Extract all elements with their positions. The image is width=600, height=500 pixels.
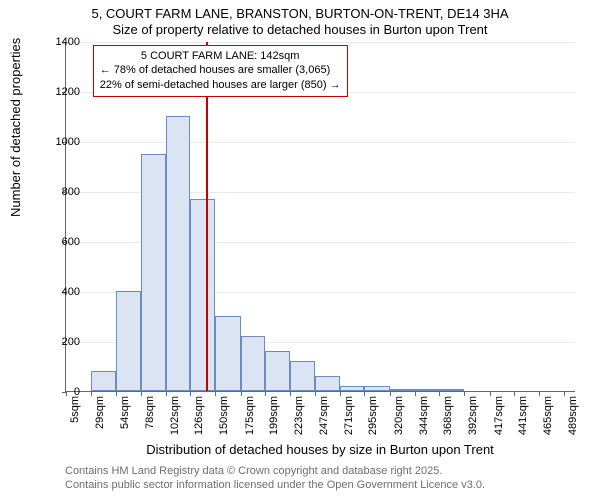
xtick-label: 54sqm <box>119 396 131 429</box>
xtick-mark <box>141 392 142 396</box>
histogram-bar <box>241 336 266 391</box>
histogram-bar <box>166 116 191 391</box>
xtick-mark <box>340 392 341 396</box>
xtick-mark <box>564 392 565 396</box>
ytick-label: 200 <box>40 336 80 348</box>
histogram-bar <box>390 389 415 392</box>
xtick-mark <box>265 392 266 396</box>
xtick-label: 489sqm <box>567 396 579 435</box>
chart-title-subtitle: Size of property relative to detached ho… <box>0 22 600 37</box>
x-axis-label: Distribution of detached houses by size … <box>65 442 575 457</box>
plot-area: 5 COURT FARM LANE: 142sqm← 78% of detach… <box>65 42 575 392</box>
annotation-line-3: 22% of semi-detached houses are larger (… <box>100 78 341 93</box>
xtick-mark <box>364 392 365 396</box>
histogram-bar <box>415 389 440 392</box>
histogram-bar <box>116 291 141 391</box>
xtick-mark <box>215 392 216 396</box>
histogram-bar <box>215 316 241 391</box>
histogram-bar <box>439 389 464 391</box>
xtick-label: 102sqm <box>169 396 181 435</box>
xtick-label: 78sqm <box>144 396 156 429</box>
xtick-mark <box>390 392 391 396</box>
histogram-bar <box>141 154 166 392</box>
histogram-bar <box>91 371 117 391</box>
xtick-label: 5sqm <box>69 396 81 423</box>
xtick-label: 271sqm <box>343 396 355 435</box>
footer-copyright-2: Contains public sector information licen… <box>65 479 485 491</box>
histogram-bar <box>290 361 315 391</box>
xtick-mark <box>116 392 117 396</box>
ytick-label: 1400 <box>40 36 80 48</box>
y-axis-label: Number of detached properties <box>8 38 23 217</box>
xtick-label: 295sqm <box>367 396 379 435</box>
xtick-label: 344sqm <box>418 396 430 435</box>
xtick-label: 392sqm <box>467 396 479 435</box>
annotation-line-2: ← 78% of detached houses are smaller (3,… <box>100 63 341 78</box>
xtick-label: 126sqm <box>193 396 205 435</box>
xtick-label: 223sqm <box>293 396 305 435</box>
xtick-mark <box>490 392 491 396</box>
histogram-bar <box>315 376 340 391</box>
xtick-mark <box>514 392 515 396</box>
xtick-label: 465sqm <box>542 396 554 435</box>
xtick-label: 29sqm <box>94 396 106 429</box>
ytick-label: 600 <box>40 236 80 248</box>
xtick-mark <box>166 392 167 396</box>
xtick-mark <box>415 392 416 396</box>
xtick-label: 150sqm <box>218 396 230 435</box>
ytick-label: 800 <box>40 186 80 198</box>
xtick-mark <box>315 392 316 396</box>
xtick-label: 417sqm <box>493 396 505 435</box>
xtick-label: 441sqm <box>517 396 529 435</box>
gridline <box>66 42 575 43</box>
footer-copyright-1: Contains HM Land Registry data © Crown c… <box>65 465 442 477</box>
annotation-line-1: 5 COURT FARM LANE: 142sqm <box>100 49 341 64</box>
ytick-label: 1000 <box>40 136 80 148</box>
xtick-label: 199sqm <box>268 396 280 435</box>
xtick-mark <box>464 392 465 396</box>
ytick-label: 1200 <box>40 86 80 98</box>
chart-title-address: 5, COURT FARM LANE, BRANSTON, BURTON-ON-… <box>0 6 600 21</box>
xtick-mark <box>190 392 191 396</box>
histogram-bar <box>265 351 290 391</box>
histogram-bar <box>190 199 215 392</box>
xtick-label: 368sqm <box>442 396 454 435</box>
xtick-mark <box>241 392 242 396</box>
xtick-label: 175sqm <box>244 396 256 435</box>
xtick-mark <box>539 392 540 396</box>
histogram-bar <box>340 386 365 391</box>
xtick-mark <box>439 392 440 396</box>
histogram-bar <box>364 386 390 391</box>
property-annotation: 5 COURT FARM LANE: 142sqm← 78% of detach… <box>93 45 348 98</box>
gridline <box>66 142 575 143</box>
xtick-label: 247sqm <box>318 396 330 435</box>
ytick-label: 400 <box>40 286 80 298</box>
xtick-mark <box>91 392 92 396</box>
xtick-label: 320sqm <box>393 396 405 435</box>
xtick-mark <box>290 392 291 396</box>
